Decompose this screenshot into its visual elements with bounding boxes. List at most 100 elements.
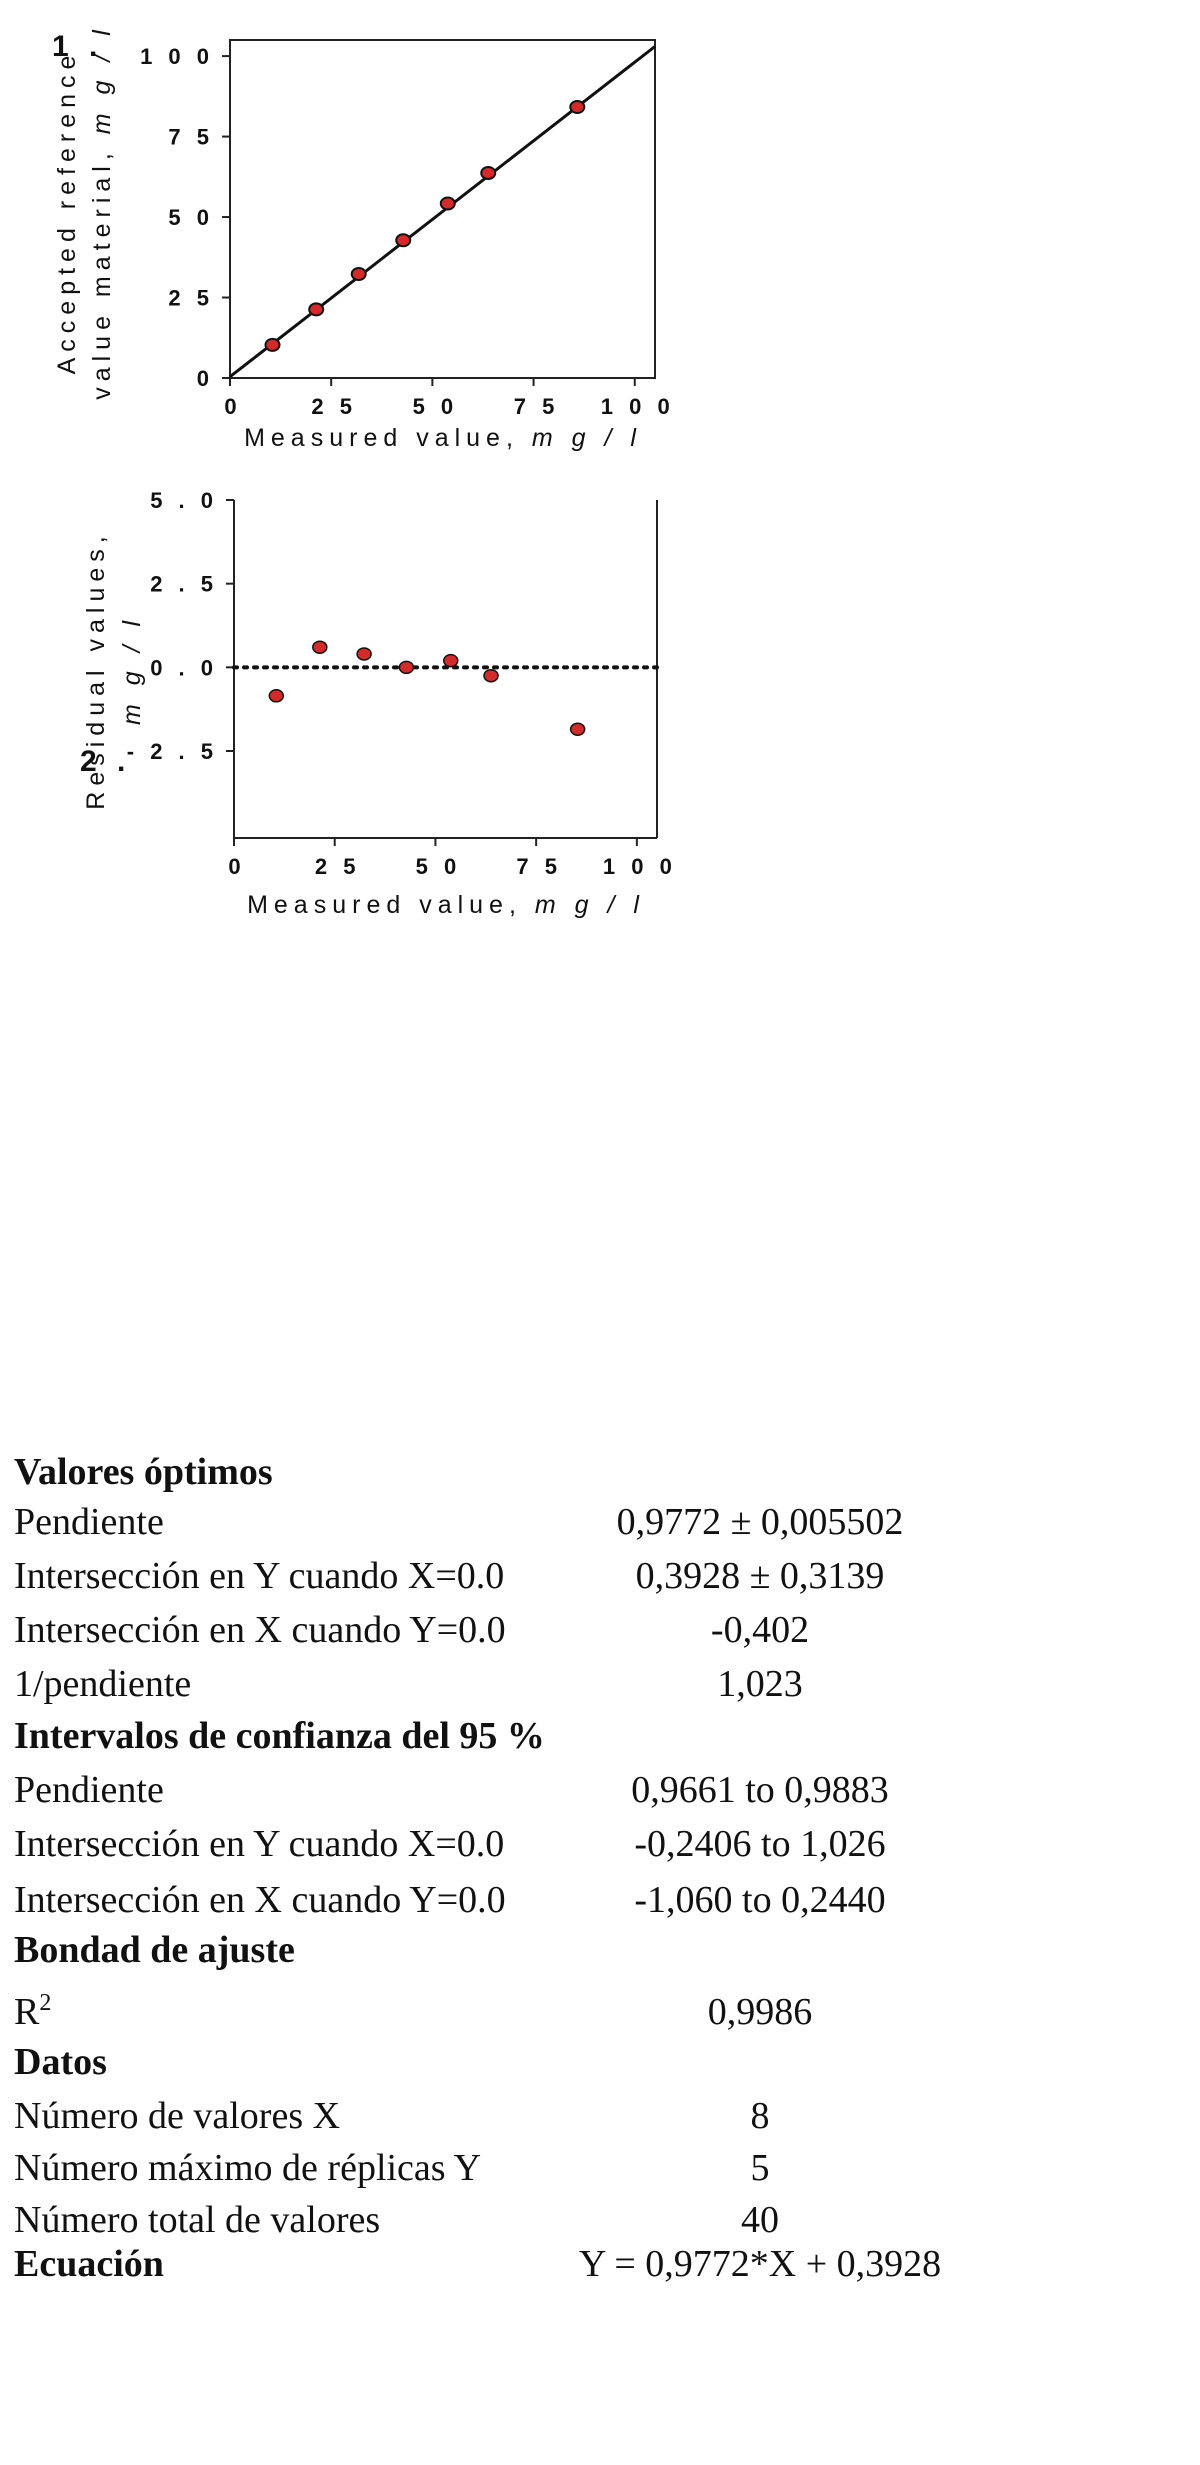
data-point [569,99,586,114]
stats-key: 1/pendiente [14,1662,191,1706]
x-tick-label: 1 0 0 [603,854,677,879]
stats-row: Número máximo de réplicas Y 5 [0,2146,1200,2202]
panel-2-label: 2 . [80,745,132,778]
stats-row: Intersección en Y cuando X=0.0 0,3928 ± 0… [0,1554,1200,1610]
y-tick-label: - 2 . 5 [127,739,218,764]
x-tick-label: 7 5 [514,394,560,419]
y-tick-label: 0 . 0 [150,655,218,680]
stats-value: 0,9772 ± 0,005502 [616,1501,904,1543]
stats-value: 0,3928 ± 0,3139 [635,1555,885,1597]
plot-frame [229,39,656,379]
stats-value: Y = 0,9772*X + 0,3928 [578,2243,942,2285]
stats-key-text: Pendiente [14,1501,164,1543]
y-axis-label-line2: value material, m g / l [88,24,116,400]
y-tick-label: 2 5 [168,286,214,311]
residual-point [268,689,285,703]
x-tick-label: 5 0 [413,394,459,419]
stats-key: Intersección en X cuando Y=0.0 [14,1878,506,1922]
stats-key: R2 [14,1990,51,2034]
y-tick-label: 7 5 [168,125,214,150]
residual-point [398,660,415,675]
residual-point [312,640,328,654]
residual-point [569,722,586,736]
y-tick-label: 2 . 5 [150,572,218,597]
stats-section-heading: Valores óptimos [0,1450,1200,1506]
residuals-scatter-chart: 0 2 5 5 0 7 5 1 0 0 5 . 0 2 . 5 0 . 0 - 2 . 5 Mea… [82,488,677,919]
stats-key-text: Bondad de ajuste [14,1929,295,1971]
stats-key-text: Ecuación [14,2243,164,2285]
stats-row: Intersección en Y cuando X=0.0 -0,2406 to… [0,1822,1200,1878]
stats-key-text: Intersección en Y cuando X=0.0 [14,1823,505,1865]
stats-key-text: Pendiente [14,1769,164,1811]
data-point [439,196,456,211]
stats-section-heading: Datos [0,2040,1200,2096]
stats-key: Intervalos de confianza del 95 % [14,1714,545,1758]
y-tick-label: 5 0 [168,205,214,230]
residual-point [483,668,499,683]
stats-key: Pendiente [14,1500,164,1544]
stats-section-heading: Ecuación Y = 0,9772*X + 0,3928 [0,2242,1200,2298]
stats-key-text: Valores óptimos [14,1451,273,1493]
residual-point [442,653,459,668]
stats-key: Número máximo de réplicas Y [14,2146,481,2190]
x-tick-label: 7 5 [516,854,562,879]
stats-key-text: Intersección en X cuando Y=0.0 [14,1879,506,1921]
x-tick-label: 0 [224,394,241,419]
stats-row: Número de valores X 8 [0,2094,1200,2150]
x-axis-label: Measured value, m g / l [247,891,645,919]
data-point [264,337,281,352]
stats-row: Número total de valores 40 [0,2198,1200,2254]
stats-key-text: 1/pendiente [14,1663,192,1705]
stats-value: 40 [741,2199,779,2241]
stats-section-heading: Bondad de ajuste [0,1928,1200,1984]
stats-key-text: Intervalos de confianza del 95 % [14,1715,545,1757]
y-tick-label: 0 [197,366,214,391]
y-axis-label-line1: Accepted reference [53,50,81,375]
stats-value: 0,9986 [707,1991,813,2033]
stats-key-text: Intersección en X cuando Y=0.0 [14,1609,506,1651]
residual-point [356,647,372,661]
data-point [308,302,325,317]
stats-key: Intersección en Y cuando X=0.0 [14,1822,504,1866]
calibration-scatter-chart: 0 2 5 5 0 7 5 1 0 0 0 2 5 5 0 7 5 1 0 0 Measured v… [53,24,675,452]
stats-key: Intersección en Y cuando X=0.0 [14,1554,504,1598]
fit-line [229,45,656,378]
x-tick-label: 5 0 [416,854,462,879]
y-tick-label: 5 . 0 [150,488,218,513]
stats-key: Intersección en X cuando Y=0.0 [14,1608,506,1652]
stats-key-text: Datos [14,2041,107,2083]
panel-1-label: 1 . [52,30,104,63]
stats-value: 8 [750,2095,770,2137]
stats-row: Pendiente 0,9772 ± 0,005502 [0,1500,1200,1556]
x-tick-label: 2 5 [311,394,357,419]
data-point [480,165,497,180]
stats-key: Número total de valores [14,2198,380,2242]
stats-key-text: Número total de valores [14,2199,381,2241]
stats-value: -1,060 to 0,2440 [634,1879,886,1921]
stats-value: 0,9661 to 0,9883 [631,1769,889,1811]
stats-key-text: Número de valores X [14,2095,341,2137]
x-tick-label: 2 5 [315,854,361,879]
stats-row: Intersección en X cuando Y=0.0 -1,060 to … [0,1878,1200,1934]
stats-key-text: Intersección en Y cuando X=0.0 [14,1555,505,1597]
x-tick-label: 0 [228,854,245,879]
y-tick-label: 1 0 0 [140,44,214,69]
stats-key-text: Número máximo de réplicas Y [14,2147,482,2189]
x-tick-label: 1 0 0 [601,394,675,419]
stats-value: 1,023 [717,1663,803,1705]
stats-row: Pendiente 0,9661 to 0,9883 [0,1768,1200,1824]
y-axis-label-line1: Residual values, [82,530,110,809]
y-axis-label-unit: m g / l [118,615,146,725]
stats-value: -0,2406 to 1,026 [634,1823,886,1865]
stats-row: Intersección en X cuando Y=0.0 -0,402 [0,1608,1200,1664]
stats-key: Valores óptimos [14,1450,273,1494]
stats-key: Número de valores X [14,2094,340,2138]
stats-value: 5 [750,2147,770,2189]
x-axis-label: Measured value, m g / l [244,424,642,452]
data-point [395,233,412,248]
stats-section-heading: Intervalos de confianza del 95 % [0,1714,1200,1770]
stats-key: Pendiente [14,1768,164,1812]
stats-key-text: R [14,1991,40,2033]
stats-key: Datos [14,2040,107,2084]
stats-key: Bondad de ajuste [14,1928,295,1972]
